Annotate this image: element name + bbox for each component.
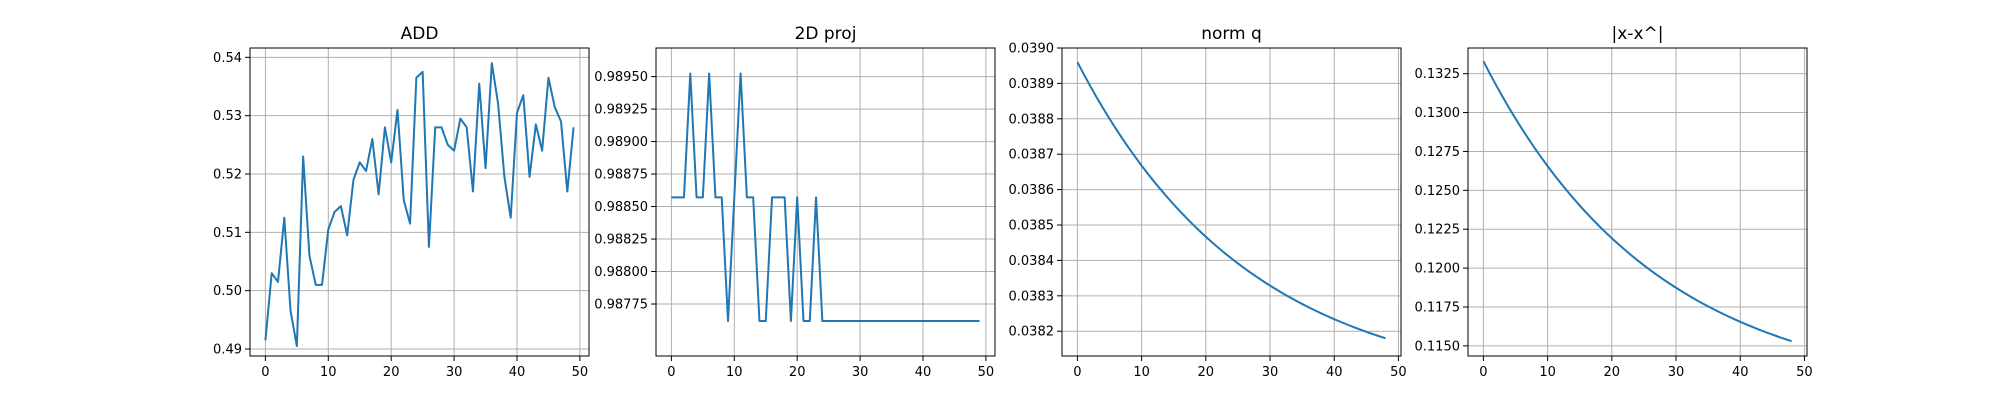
- x-tick-label: 30: [852, 365, 869, 380]
- y-tick-label: 0.0383: [1009, 289, 1055, 304]
- y-tick-label: 0.1150: [1415, 339, 1461, 354]
- chart-panel-3: 0 10 20 30 40 50 0.0382 0.0383 0.0384 0.0385 0.038…: [1009, 24, 1407, 380]
- chart-panel-1: 0 10 20 30 40 50 0.49 0.50 0.51 0.52 0.53 0.54 ADD: [213, 24, 590, 380]
- y-tick-label: 0.53: [213, 109, 242, 124]
- y-tick-label: 0.98900: [594, 135, 648, 150]
- y-tick-label: 0.0384: [1009, 254, 1055, 269]
- series-line: [1482, 60, 1792, 343]
- chart-title: 2D proj: [795, 24, 857, 44]
- x-tick-label: 50: [572, 365, 589, 380]
- x-tick-label: 0: [667, 365, 675, 380]
- y-tick-label: 0.98925: [594, 103, 648, 118]
- y-tick-label: 0.98800: [594, 265, 648, 280]
- x-tick-label: 20: [789, 365, 806, 380]
- axes-frame: [655, 47, 996, 357]
- x-tick-label: 30: [446, 365, 463, 380]
- y-tick-label: 0.50: [213, 284, 242, 299]
- axes-frame: [1061, 47, 1402, 357]
- chart-title: |x-x^|: [1612, 24, 1664, 44]
- y-tick-label: 0.1300: [1415, 106, 1461, 121]
- y-tick-label: 0.0386: [1009, 183, 1055, 198]
- y-tick-label: 0.1325: [1415, 67, 1461, 82]
- y-tick-label: 0.0387: [1009, 148, 1055, 163]
- x-tick-label: 20: [383, 365, 400, 380]
- x-tick-label: 40: [1732, 365, 1749, 380]
- x-tick-label: 50: [1796, 365, 1813, 380]
- y-tick-label: 0.98850: [594, 200, 648, 215]
- x-tick-label: 40: [509, 365, 526, 380]
- x-tick-label: 20: [1604, 365, 1621, 380]
- y-tick-label: 0.98775: [594, 298, 648, 313]
- y-tick-label: 0.52: [213, 168, 242, 183]
- chart-title: norm q: [1201, 24, 1262, 44]
- y-tick-label: 0.51: [213, 226, 242, 241]
- x-tick-label: 10: [320, 365, 337, 380]
- series-line: [671, 72, 980, 323]
- x-tick-label: 10: [1133, 365, 1150, 380]
- x-tick-label: 20: [1198, 365, 1215, 380]
- y-tick-label: 0.1275: [1415, 145, 1461, 160]
- x-tick-label: 30: [1668, 365, 1685, 380]
- y-tick-label: 0.0385: [1009, 219, 1055, 234]
- y-tick-label: 0.54: [213, 51, 242, 66]
- x-tick-label: 0: [1073, 365, 1081, 380]
- y-tick-label: 0.0382: [1009, 325, 1055, 340]
- x-tick-label: 0: [1479, 365, 1487, 380]
- y-tick-label: 0.98825: [594, 233, 648, 248]
- y-tick-label: 0.0389: [1009, 77, 1055, 92]
- x-tick-label: 30: [1262, 365, 1279, 380]
- y-tick-label: 0.98950: [594, 70, 648, 85]
- x-tick-label: 40: [915, 365, 932, 380]
- axes-frame: [1467, 47, 1808, 357]
- x-tick-label: 50: [978, 365, 995, 380]
- x-tick-label: 10: [726, 365, 743, 380]
- x-tick-label: 50: [1390, 365, 1407, 380]
- y-tick-label: 0.0388: [1009, 112, 1055, 127]
- y-tick-label: 0.98875: [594, 168, 648, 183]
- y-tick-label: 0.0390: [1009, 42, 1055, 57]
- y-tick-label: 0.1175: [1415, 301, 1461, 316]
- x-tick-label: 0: [261, 365, 269, 380]
- series-line: [1076, 61, 1386, 340]
- chart-panel-4: 0 10 20 30 40 50 0.1150 0.1175 0.1200 0.1225 0.125…: [1415, 24, 1813, 380]
- y-tick-label: 0.49: [213, 343, 242, 358]
- chart-panel-2: 0 10 20 30 40 50 0.98775 0.98800 0.98825 0.98850 0…: [594, 24, 996, 380]
- y-tick-label: 0.1200: [1415, 262, 1461, 277]
- axes-frame: [249, 47, 590, 357]
- chart-title: ADD: [401, 24, 439, 44]
- x-tick-label: 10: [1539, 365, 1556, 380]
- series-line: [264, 62, 575, 348]
- y-tick-label: 0.1250: [1415, 184, 1461, 199]
- y-tick-label: 0.1225: [1415, 223, 1461, 238]
- x-tick-label: 40: [1326, 365, 1343, 380]
